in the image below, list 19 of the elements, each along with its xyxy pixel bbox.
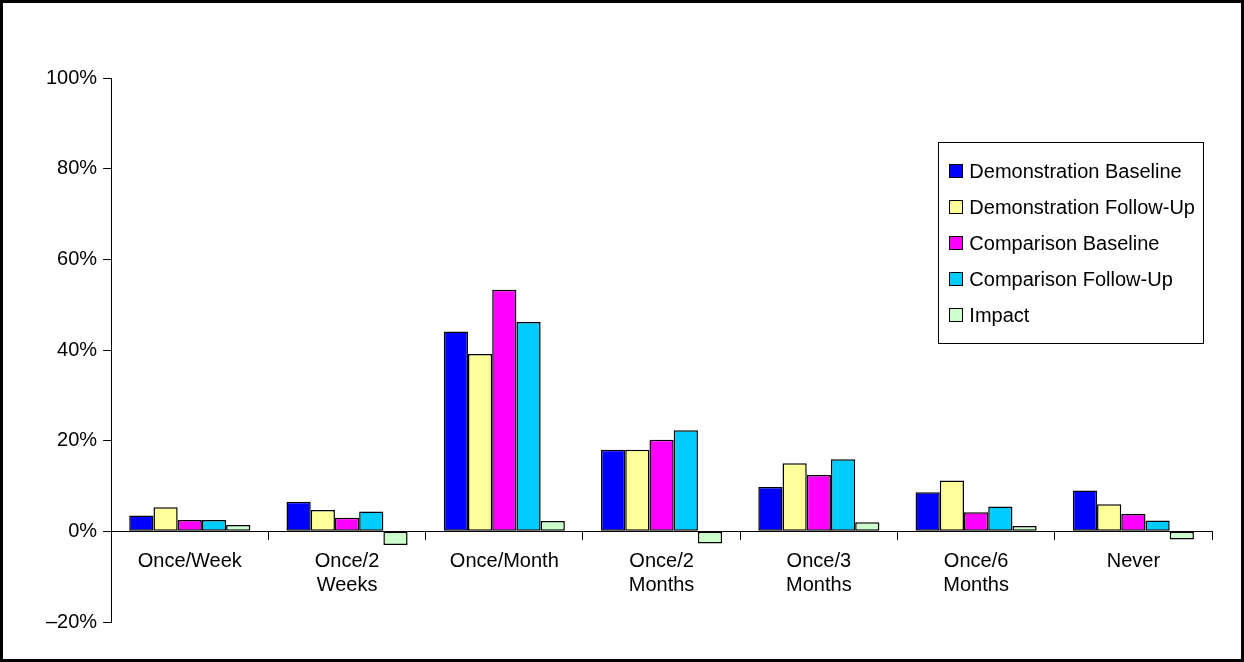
x-tick-label: Once/Month [449,548,559,571]
y-tick-label: 20% [57,428,98,451]
legend-label: Impact [969,303,1030,327]
x-tick-label: Once/2 Weeks [314,548,380,595]
y-tick-label: 60% [57,246,98,269]
x-tick-label: Once/6 Months [943,548,1009,595]
legend-label: Demonstration Follow-Up [969,195,1195,219]
y-tick-label: 100% [46,65,98,88]
x-tick-label: Never [1106,548,1161,571]
y-tick-label: 0% [68,518,98,541]
legend-label: Comparison Baseline [969,231,1160,255]
y-tick-label: 80% [57,156,98,179]
legend-label: Demonstration Baseline [969,159,1182,183]
legend-label: Comparison Follow-Up [969,267,1173,291]
x-tick-label: Once/Week [137,548,243,571]
x-tick-label: Once/3 Months [786,548,852,595]
y-tick-label: –20% [46,609,98,632]
y-tick-label: 40% [57,337,98,360]
x-tick-label: Once/2 Months [628,548,695,595]
